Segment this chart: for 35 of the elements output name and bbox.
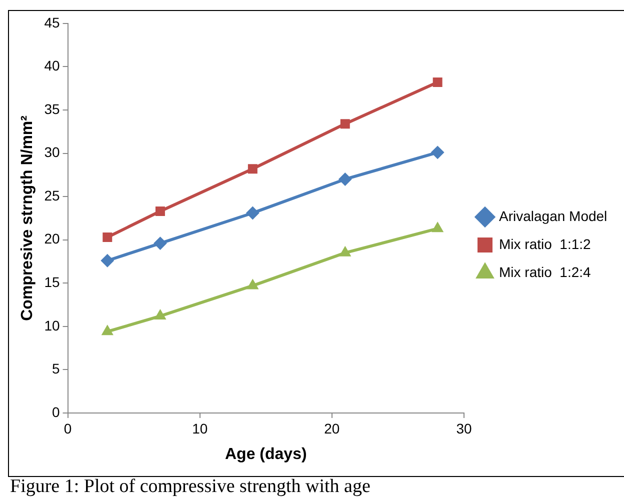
point [248,164,258,174]
x-axis-title: Age (days) [224,446,307,463]
x-tick-label: 20 [324,420,340,436]
legend-label: Mix ratio 1:1:2 [499,236,592,252]
x-tick-label: 0 [64,420,72,436]
y-tick-label: 30 [44,144,60,160]
point [338,172,352,186]
point [102,325,114,336]
legend-label: Arivalagan Model [499,208,608,224]
point [154,236,167,250]
point [246,279,258,290]
y-axis-title: Compresive strngth N/mm² [19,116,36,321]
y-tick-label: 15 [44,274,60,290]
y-tick-label: 5 [52,360,60,377]
point [432,78,442,88]
point [154,310,166,320]
caption: Figure 1: Plot of compressive strength with age [10,476,370,498]
x-tick-label: 10 [192,420,208,436]
point [339,246,351,256]
point [246,206,260,220]
legend-label: Mix ratio 1:2:4 [499,264,592,280]
point [431,146,444,159]
x-tick-label: 30 [456,420,472,436]
y-tick-label: 40 [44,58,60,74]
point [155,206,165,216]
y-tick-label: 10 [44,317,60,334]
y-tick-label: 35 [44,100,60,117]
y-tick-label: 25 [44,187,60,204]
point [340,119,350,129]
y-tick-label: 45 [44,14,60,30]
y-tick-label: 20 [44,230,60,247]
point [102,232,112,242]
point [100,254,114,268]
y-tick-label: 0 [52,404,60,420]
point [432,222,444,232]
